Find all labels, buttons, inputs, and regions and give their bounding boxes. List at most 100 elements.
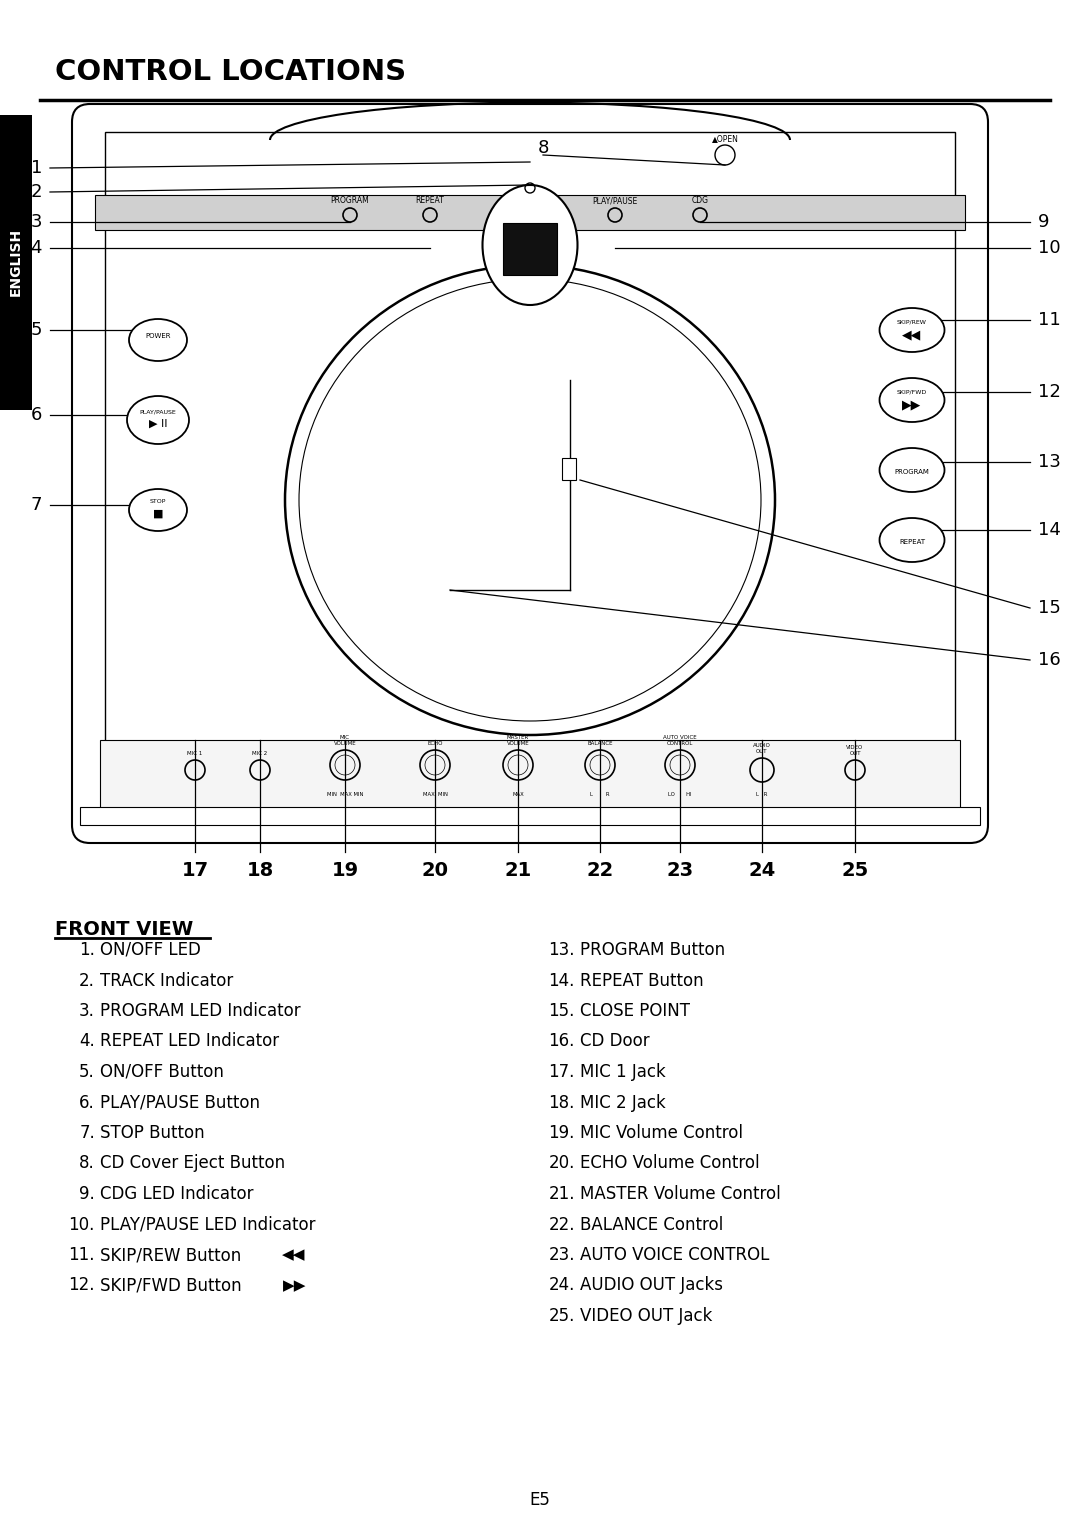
Text: 17: 17 <box>181 861 208 879</box>
Text: REPEAT: REPEAT <box>899 539 926 545</box>
Text: L   R: L R <box>756 792 768 797</box>
Text: AUDIO
OUT: AUDIO OUT <box>753 743 771 754</box>
Text: SKIP/REW Button: SKIP/REW Button <box>100 1246 241 1264</box>
Ellipse shape <box>285 265 775 735</box>
Bar <box>100 740 960 810</box>
Bar <box>503 224 557 276</box>
Text: 18.: 18. <box>549 1094 575 1112</box>
Bar <box>0 115 32 411</box>
Text: STOP Button: STOP Button <box>100 1124 204 1141</box>
Text: BALANCE: BALANCE <box>588 741 612 746</box>
Text: MIC
VOLUME: MIC VOLUME <box>334 735 356 746</box>
Text: 12: 12 <box>1038 383 1061 401</box>
Text: 20: 20 <box>421 861 448 879</box>
FancyBboxPatch shape <box>72 104 988 843</box>
Text: 17.: 17. <box>549 1063 575 1082</box>
Text: 2.: 2. <box>79 971 95 990</box>
Text: 16: 16 <box>1038 651 1061 669</box>
Text: MAX: MAX <box>512 792 524 797</box>
Text: ▶▶: ▶▶ <box>903 398 921 412</box>
Text: MASTER
VOLUME: MASTER VOLUME <box>507 735 529 746</box>
Text: 10: 10 <box>1038 239 1061 257</box>
Text: 11: 11 <box>1038 311 1061 329</box>
Ellipse shape <box>879 308 945 352</box>
Text: ▶▶: ▶▶ <box>283 1278 307 1293</box>
Text: 3.: 3. <box>79 1002 95 1020</box>
Text: 12.: 12. <box>68 1276 95 1295</box>
Text: PLAY/PAUSE: PLAY/PAUSE <box>139 409 176 414</box>
Text: 11.: 11. <box>68 1246 95 1264</box>
Text: ON/OFF LED: ON/OFF LED <box>100 941 201 959</box>
Text: PLAY/PAUSE: PLAY/PAUSE <box>592 196 637 205</box>
Text: MASTER Volume Control: MASTER Volume Control <box>580 1184 781 1203</box>
Text: 10.: 10. <box>69 1215 95 1233</box>
Text: 5: 5 <box>30 322 42 339</box>
Text: 1: 1 <box>30 159 42 178</box>
Ellipse shape <box>127 395 189 444</box>
Text: SKIP/FWD: SKIP/FWD <box>896 389 927 394</box>
Text: 7: 7 <box>30 496 42 515</box>
Text: MIC 1 Jack: MIC 1 Jack <box>580 1063 665 1082</box>
Text: 8: 8 <box>538 139 549 156</box>
Text: MIN  MAX MIN: MIN MAX MIN <box>327 792 363 797</box>
Text: 5.: 5. <box>79 1063 95 1082</box>
Text: MIC 1: MIC 1 <box>187 751 203 755</box>
Text: CONTROL LOCATIONS: CONTROL LOCATIONS <box>55 58 406 86</box>
Text: SKIP/REW: SKIP/REW <box>897 319 927 323</box>
Ellipse shape <box>483 185 578 305</box>
Text: POWER: POWER <box>145 332 171 339</box>
Text: 4.: 4. <box>79 1033 95 1051</box>
Text: VIDEO
OUT: VIDEO OUT <box>847 745 864 755</box>
Text: PROGRAM: PROGRAM <box>330 196 369 205</box>
Ellipse shape <box>129 489 187 532</box>
Text: LO       HI: LO HI <box>669 792 692 797</box>
Bar <box>95 195 966 230</box>
Text: CDG LED Indicator: CDG LED Indicator <box>100 1184 254 1203</box>
Text: L        R: L R <box>591 792 610 797</box>
Text: 6: 6 <box>30 406 42 424</box>
Text: ■: ■ <box>152 509 163 519</box>
Text: 6.: 6. <box>79 1094 95 1112</box>
Text: CDG: CDG <box>691 196 708 205</box>
Text: PROGRAM LED Indicator: PROGRAM LED Indicator <box>100 1002 300 1020</box>
Ellipse shape <box>879 518 945 562</box>
Text: 19: 19 <box>332 861 359 879</box>
Text: 8.: 8. <box>79 1155 95 1172</box>
Text: MIC 2: MIC 2 <box>253 751 268 755</box>
Text: 13.: 13. <box>549 941 575 959</box>
Bar <box>562 458 576 480</box>
Text: SKIP/FWD Button: SKIP/FWD Button <box>100 1276 247 1295</box>
Text: ON/OFF Button: ON/OFF Button <box>100 1063 224 1082</box>
Text: 13: 13 <box>1038 453 1061 470</box>
Text: 23: 23 <box>666 861 693 879</box>
Text: PROGRAM: PROGRAM <box>894 469 930 475</box>
Text: ENGLISH: ENGLISH <box>9 228 23 296</box>
Text: 25.: 25. <box>549 1307 575 1325</box>
Text: PLAY/PAUSE LED Indicator: PLAY/PAUSE LED Indicator <box>100 1215 315 1233</box>
Text: 22.: 22. <box>549 1215 575 1233</box>
Ellipse shape <box>129 319 187 362</box>
Text: REPEAT LED Indicator: REPEAT LED Indicator <box>100 1033 279 1051</box>
Text: ▶ II: ▶ II <box>149 418 167 429</box>
Text: 19.: 19. <box>549 1124 575 1141</box>
Text: MIC 2 Jack: MIC 2 Jack <box>580 1094 665 1112</box>
Text: ◀◀: ◀◀ <box>282 1247 306 1262</box>
Text: AUDIO OUT Jacks: AUDIO OUT Jacks <box>580 1276 723 1295</box>
Text: 9: 9 <box>1038 213 1050 231</box>
Ellipse shape <box>879 378 945 421</box>
Text: MAX  MIN: MAX MIN <box>422 792 447 797</box>
Text: E5: E5 <box>529 1491 551 1509</box>
Text: REPEAT: REPEAT <box>416 196 444 205</box>
Text: 18: 18 <box>246 861 273 879</box>
Text: 7.: 7. <box>79 1124 95 1141</box>
Text: PLAY/PAUSE Button: PLAY/PAUSE Button <box>100 1094 260 1112</box>
Text: 14.: 14. <box>549 971 575 990</box>
Text: 15.: 15. <box>549 1002 575 1020</box>
Text: TRACK Indicator: TRACK Indicator <box>100 971 233 990</box>
Text: 23.: 23. <box>549 1246 575 1264</box>
Text: 21.: 21. <box>549 1184 575 1203</box>
Text: 20.: 20. <box>549 1155 575 1172</box>
Text: VIDEO OUT Jack: VIDEO OUT Jack <box>580 1307 713 1325</box>
Text: 3: 3 <box>30 213 42 231</box>
Text: 15: 15 <box>1038 599 1061 617</box>
